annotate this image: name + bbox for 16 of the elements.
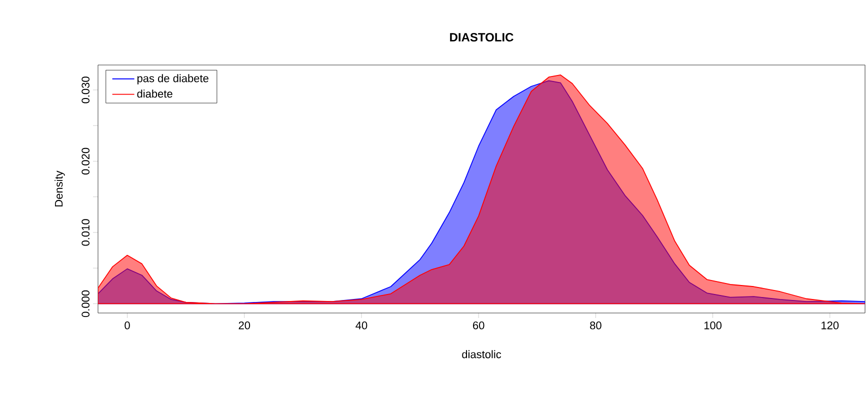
y-tick-label: 0.030 bbox=[82, 76, 90, 104]
x-tick-label: 20 bbox=[238, 322, 250, 330]
chart-title: DIASTOLIC bbox=[450, 33, 514, 42]
x-tick-label: 40 bbox=[356, 322, 368, 330]
x-tick-label: 120 bbox=[822, 322, 839, 330]
legend-label: diabete bbox=[137, 90, 172, 98]
y-tick-label: 0.010 bbox=[82, 219, 90, 246]
legend-label: pas de diabete bbox=[137, 74, 208, 84]
y-tick-label: 0.000 bbox=[82, 290, 90, 318]
x-tick-label: 100 bbox=[704, 322, 722, 330]
x-tick-label: 60 bbox=[473, 322, 484, 330]
x-tick-label: 0 bbox=[124, 322, 130, 330]
x-axis-title: diastolic bbox=[462, 350, 502, 358]
x-tick-label: 80 bbox=[590, 322, 602, 330]
y-axis-title: Density bbox=[54, 170, 65, 206]
y-tick-label: 0.020 bbox=[82, 148, 90, 175]
